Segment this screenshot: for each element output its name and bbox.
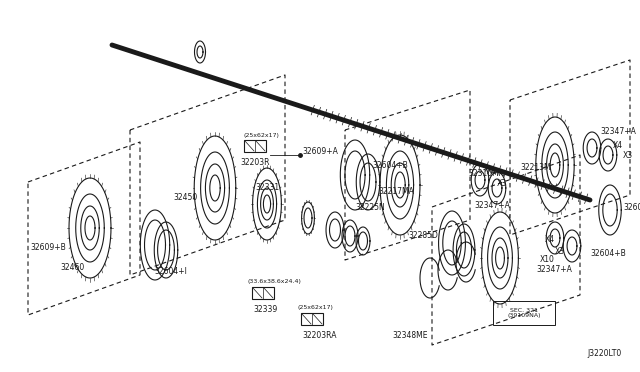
Text: 32604+B: 32604+B <box>623 203 640 212</box>
Text: 32225N: 32225N <box>355 203 385 212</box>
Text: 32310MA: 32310MA <box>468 170 504 179</box>
Text: 32348ME: 32348ME <box>392 330 428 340</box>
Text: X3: X3 <box>623 151 633 160</box>
Text: 32347+A: 32347+A <box>474 201 510 209</box>
Text: (25x62x17): (25x62x17) <box>298 305 334 310</box>
Text: 32339: 32339 <box>253 305 277 314</box>
Bar <box>301 313 323 325</box>
Bar <box>244 140 266 152</box>
Text: X3: X3 <box>555 247 565 256</box>
Text: 32450: 32450 <box>173 193 198 202</box>
Text: X3: X3 <box>497 179 507 187</box>
Text: X4: X4 <box>487 167 497 176</box>
Text: 32217MA: 32217MA <box>378 187 414 196</box>
Text: X4: X4 <box>545 235 555 244</box>
Text: 32609+B: 32609+B <box>30 244 66 253</box>
Text: 32604+B: 32604+B <box>372 160 408 170</box>
Text: (25x62x17): (25x62x17) <box>243 133 279 138</box>
Bar <box>252 287 274 299</box>
Text: 32609+A: 32609+A <box>302 148 338 157</box>
Text: 32347+A: 32347+A <box>536 266 572 275</box>
Text: 32604+I: 32604+I <box>154 267 187 276</box>
Text: 32203R: 32203R <box>240 158 269 167</box>
Text: J3220LT0: J3220LT0 <box>588 349 622 358</box>
Text: 32604+B: 32604+B <box>590 248 626 257</box>
Text: 32285D: 32285D <box>408 231 438 240</box>
Text: 32347+A: 32347+A <box>600 128 636 137</box>
Text: 32203RA: 32203RA <box>302 331 337 340</box>
Text: X10: X10 <box>540 256 555 264</box>
Text: 32331: 32331 <box>255 183 279 192</box>
Text: SEC. 321
(39109NA): SEC. 321 (39109NA) <box>508 308 541 318</box>
Text: 32213M: 32213M <box>520 163 550 171</box>
Text: X4: X4 <box>613 141 623 150</box>
Text: 32460: 32460 <box>60 263 84 273</box>
Text: (33.6x38.6x24.4): (33.6x38.6x24.4) <box>248 279 302 284</box>
